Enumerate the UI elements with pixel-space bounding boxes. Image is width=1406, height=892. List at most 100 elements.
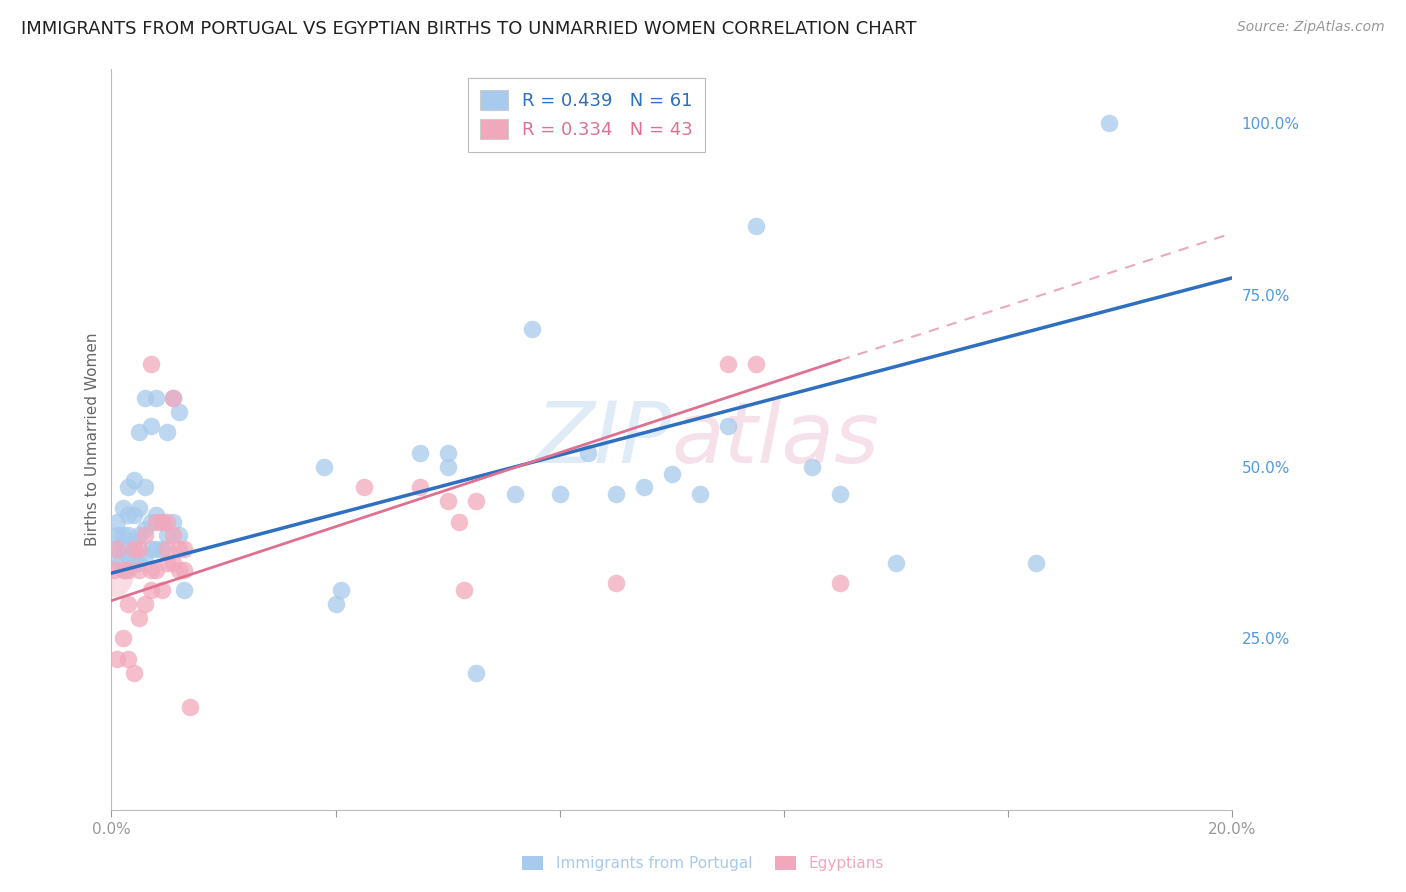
- Point: [325, 597, 347, 611]
- Point: [128, 611, 150, 625]
- Point: [353, 480, 375, 494]
- Point: [108, 556, 131, 570]
- Point: [408, 446, 430, 460]
- Point: [122, 665, 145, 680]
- Point: [134, 549, 156, 563]
- Point: [548, 487, 571, 501]
- Point: [436, 446, 458, 460]
- Legend: R = 0.439   N = 61, R = 0.334   N = 43: R = 0.439 N = 61, R = 0.334 N = 43: [468, 78, 706, 152]
- Text: IMMIGRANTS FROM PORTUGAL VS EGYPTIAN BIRTHS TO UNMARRIED WOMEN CORRELATION CHART: IMMIGRANTS FROM PORTUGAL VS EGYPTIAN BIR…: [21, 20, 917, 37]
- Point: [173, 563, 195, 577]
- Point: [1098, 116, 1121, 130]
- Point: [134, 597, 156, 611]
- Point: [605, 576, 627, 591]
- Point: [156, 542, 179, 557]
- Point: [139, 542, 162, 557]
- Point: [111, 632, 134, 646]
- Point: [145, 563, 167, 577]
- Point: [150, 515, 173, 529]
- Point: [633, 480, 655, 494]
- Point: [150, 542, 173, 557]
- Point: [717, 418, 740, 433]
- Point: [105, 528, 128, 542]
- Text: ZIP: ZIP: [536, 398, 672, 481]
- Point: [173, 583, 195, 598]
- Point: [173, 542, 195, 557]
- Point: [661, 467, 683, 481]
- Point: [145, 508, 167, 522]
- Point: [139, 357, 162, 371]
- Point: [117, 597, 139, 611]
- Point: [464, 494, 486, 508]
- Point: [139, 563, 162, 577]
- Point: [162, 515, 184, 529]
- Point: [105, 515, 128, 529]
- Point: [139, 418, 162, 433]
- Point: [314, 459, 336, 474]
- Point: [134, 391, 156, 405]
- Point: [605, 487, 627, 501]
- Point: [828, 487, 851, 501]
- Point: [156, 425, 179, 440]
- Point: [408, 480, 430, 494]
- Point: [828, 576, 851, 591]
- Point: [111, 563, 134, 577]
- Point: [162, 391, 184, 405]
- Point: [128, 425, 150, 440]
- Point: [101, 542, 124, 557]
- Text: Source: ZipAtlas.com: Source: ZipAtlas.com: [1237, 20, 1385, 34]
- Point: [117, 528, 139, 542]
- Point: [134, 480, 156, 494]
- Point: [145, 391, 167, 405]
- Point: [436, 459, 458, 474]
- Point: [436, 494, 458, 508]
- Point: [150, 583, 173, 598]
- Point: [128, 500, 150, 515]
- Y-axis label: Births to Unmarried Women: Births to Unmarried Women: [86, 333, 100, 546]
- Point: [145, 542, 167, 557]
- Legend: Immigrants from Portugal, Egyptians: Immigrants from Portugal, Egyptians: [516, 849, 890, 877]
- Point: [179, 700, 201, 714]
- Point: [111, 542, 134, 557]
- Point: [156, 515, 179, 529]
- Point: [150, 515, 173, 529]
- Point: [884, 556, 907, 570]
- Point: [503, 487, 526, 501]
- Point: [156, 556, 179, 570]
- Point: [105, 542, 128, 557]
- Point: [117, 480, 139, 494]
- Point: [576, 446, 599, 460]
- Point: [167, 542, 190, 557]
- Point: [122, 508, 145, 522]
- Point: [162, 391, 184, 405]
- Point: [156, 528, 179, 542]
- Point: [117, 508, 139, 522]
- Point: [105, 652, 128, 666]
- Point: [111, 500, 134, 515]
- Point: [122, 556, 145, 570]
- Point: [128, 528, 150, 542]
- Point: [717, 357, 740, 371]
- Point: [145, 515, 167, 529]
- Point: [128, 542, 150, 557]
- Point: [117, 563, 139, 577]
- Point: [139, 515, 162, 529]
- Point: [114, 563, 136, 577]
- Point: [744, 219, 766, 234]
- Point: [520, 322, 543, 336]
- Point: [447, 515, 470, 529]
- Point: [464, 665, 486, 680]
- Point: [111, 528, 134, 542]
- Point: [162, 528, 184, 542]
- Point: [167, 405, 190, 419]
- Point: [800, 459, 823, 474]
- Point: [453, 583, 475, 598]
- Point: [122, 542, 145, 557]
- Point: [689, 487, 711, 501]
- Point: [117, 549, 139, 563]
- Text: atlas: atlas: [672, 398, 880, 481]
- Point: [128, 563, 150, 577]
- Point: [128, 556, 150, 570]
- Point: [122, 535, 145, 549]
- Point: [134, 528, 156, 542]
